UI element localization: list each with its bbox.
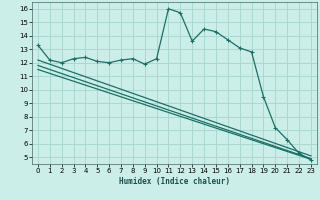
X-axis label: Humidex (Indice chaleur): Humidex (Indice chaleur) (119, 177, 230, 186)
